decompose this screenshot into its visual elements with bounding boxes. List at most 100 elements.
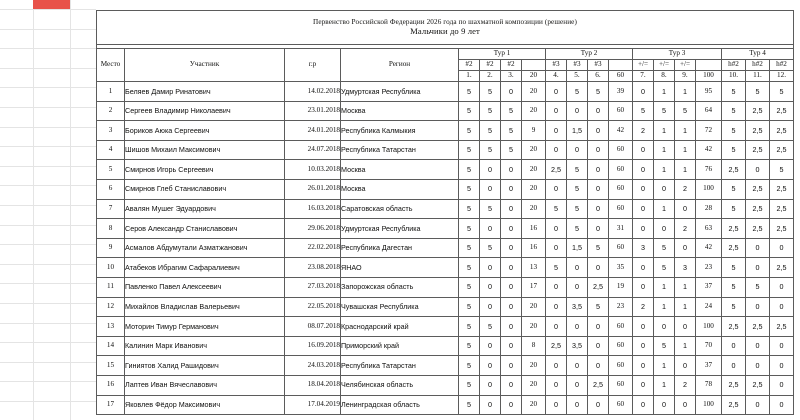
table-row[interactable]: 17 Яковлев Фёдор Максимович 17.04.2019 Лени…: [96, 394, 794, 416]
row-score-cell: 0: [653, 178, 675, 200]
row-score-cell: 0: [769, 355, 794, 376]
row-participant-name: Гиниятов Халид Рашидович: [124, 355, 285, 376]
table-row[interactable]: 14 Калинин Марк Иванович 16.09.2018 Приморс…: [96, 335, 794, 357]
row-tour-total: 24: [695, 296, 722, 318]
row-score-cell: 0: [500, 335, 522, 357]
table-row[interactable]: 7 Авалян Мушег Эдуардович 16.03.2018 Сарато…: [96, 198, 794, 220]
row-participant-name: Серов Александр Станиславович: [124, 218, 285, 239]
tour1-total-sub: [521, 59, 546, 71]
row-score-cell: 0: [745, 257, 770, 278]
row-place: 9: [96, 237, 125, 259]
table-row[interactable]: 15 Гиниятов Халид Рашидович 24.03.2018 Респ…: [96, 355, 794, 376]
row-tour-total: 20: [521, 394, 546, 416]
row-score-cell: 0: [500, 296, 522, 318]
row-tour-total: 100: [695, 316, 722, 337]
row-score-cell: 0: [566, 100, 588, 122]
row-score-cell: 2,5: [721, 316, 746, 337]
table-row[interactable]: 8 Серов Александр Станиславович 29.06.2018…: [96, 218, 794, 239]
row-participant-name: Михайлов Владислав Валерьевич: [124, 296, 285, 318]
row-tour-total: 100: [695, 178, 722, 200]
row-tour-total: 16: [521, 218, 546, 239]
row-score-cell: 2: [674, 218, 696, 239]
row-score-cell: 0: [632, 81, 654, 102]
table-row[interactable]: 10 Атабеков Ибрагим Сафаралиевич 23.08.201…: [96, 257, 794, 278]
tour3-total-sub: [695, 59, 722, 71]
table-row[interactable]: 5 Смирнов Игорь Сергеевич 10.03.2018 Москва…: [96, 159, 794, 180]
row-tour-total: 60: [608, 178, 633, 200]
row-score-cell: 0: [587, 355, 609, 376]
row-score-cell: 0: [674, 316, 696, 337]
row-birth-date: 22.05.2018: [284, 296, 341, 318]
row-score-cell: 0: [587, 394, 609, 416]
row-score-cell: 0: [587, 257, 609, 278]
row-score-cell: 0: [500, 178, 522, 200]
row-score-cell: 2,5: [745, 374, 770, 396]
row-score-cell: 1: [653, 276, 675, 298]
row-score-cell: 0: [745, 237, 770, 259]
row-score-cell: 0: [674, 198, 696, 220]
problem-number-3: 3.: [500, 70, 522, 82]
row-score-cell: 5: [566, 218, 588, 239]
problem-number-4: 4.: [545, 70, 567, 82]
red-marker-cell[interactable]: [33, 0, 70, 9]
tour4-sub-1: h#2: [721, 59, 746, 71]
row-participant-name: Атабеков Ибрагим Сафаралиевич: [124, 257, 285, 278]
row-tour-total: 19: [608, 276, 633, 298]
row-score-cell: 2,5: [587, 374, 609, 396]
table-row[interactable]: 3 Бориков Аюка Сергеевич 24.01.2018 Республ…: [96, 120, 794, 141]
row-score-cell: 0: [500, 257, 522, 278]
row-score-cell: 0: [479, 257, 501, 278]
row-score-cell: 0: [769, 276, 794, 298]
table-row[interactable]: 2 Сергеев Владимир Николаевич 23.01.2018 Мо…: [96, 100, 794, 122]
table-row[interactable]: 1 Беляев Дамир Ринатович 14.02.2018 Удмуртс…: [96, 81, 794, 102]
row-score-cell: 2,5: [545, 159, 567, 180]
header-number-row: 1. 2. 3. 20 4. 5. 6. 60 7. 8. 9. 100 10.…: [97, 70, 794, 82]
row-tour-total: 76: [695, 159, 722, 180]
row-score-cell: 0: [632, 276, 654, 298]
row-score-cell: 5: [458, 120, 480, 141]
row-score-cell: 5: [479, 100, 501, 122]
table-row[interactable]: 9 Асмалов Абдумутали Азматжанович 22.02.20…: [96, 237, 794, 259]
table-row[interactable]: 4 Шишов Михаил Максимович 24.07.2018 Респуб…: [96, 139, 794, 161]
title-line-2: Мальчики до 9 лет: [410, 25, 480, 36]
sheet-left-gutter: [0, 0, 96, 420]
row-score-cell: 0: [545, 218, 567, 239]
row-score-cell: 0: [545, 139, 567, 161]
row-birth-date: 14.02.2018: [284, 81, 341, 102]
row-place: 11: [96, 276, 125, 298]
sheet-gridline: [0, 126, 96, 128]
row-score-cell: 5: [721, 276, 746, 298]
results-table: Первенство Российской Федерации 2026 год…: [96, 10, 794, 416]
row-tour-total: 20: [521, 316, 546, 337]
tour2-total-sub: [608, 59, 633, 71]
row-score-cell: 2,5: [745, 100, 770, 122]
row-tour-total: 31: [608, 218, 633, 239]
row-score-cell: 0: [769, 394, 794, 416]
row-participant-name: Сергеев Владимир Николаевич: [124, 100, 285, 122]
table-row[interactable]: 16 Лаптев Иван Вячеславович 18.04.2018 Челя…: [96, 374, 794, 396]
row-tour-total: 63: [695, 218, 722, 239]
row-score-cell: 0: [674, 237, 696, 259]
row-score-cell: 1: [674, 296, 696, 318]
table-row[interactable]: 13 Моторин Тимур Германович 08.07.2018 Крас…: [96, 316, 794, 337]
row-score-cell: 0: [545, 120, 567, 141]
row-region: Краснодарский край: [340, 316, 459, 337]
row-tour-total: 20: [521, 374, 546, 396]
row-region: Удмуртская Республика: [340, 218, 459, 239]
row-score-cell: 0: [587, 100, 609, 122]
row-score-cell: 0: [545, 276, 567, 298]
row-score-cell: 5: [458, 178, 480, 200]
row-tour-total: 20: [521, 296, 546, 318]
row-tour-total: 20: [521, 178, 546, 200]
sheet-gridline: [0, 9, 96, 10]
row-place: 1: [96, 81, 125, 102]
row-score-cell: 5: [458, 355, 480, 376]
row-score-cell: 0: [587, 335, 609, 357]
table-row[interactable]: 12 Михайлов Владислав Валерьевич 22.05.201…: [96, 296, 794, 318]
row-score-cell: 1: [653, 374, 675, 396]
row-place: 2: [96, 100, 125, 122]
problem-number-12: 12.: [769, 70, 794, 82]
table-row[interactable]: 11 Павленко Павел Алексеевич 27.03.2018 Зап…: [96, 276, 794, 298]
row-region: Ленинградская область: [340, 394, 459, 416]
table-row[interactable]: 6 Смирнов Глеб Станиславович 26.01.2018 Мос…: [96, 178, 794, 200]
